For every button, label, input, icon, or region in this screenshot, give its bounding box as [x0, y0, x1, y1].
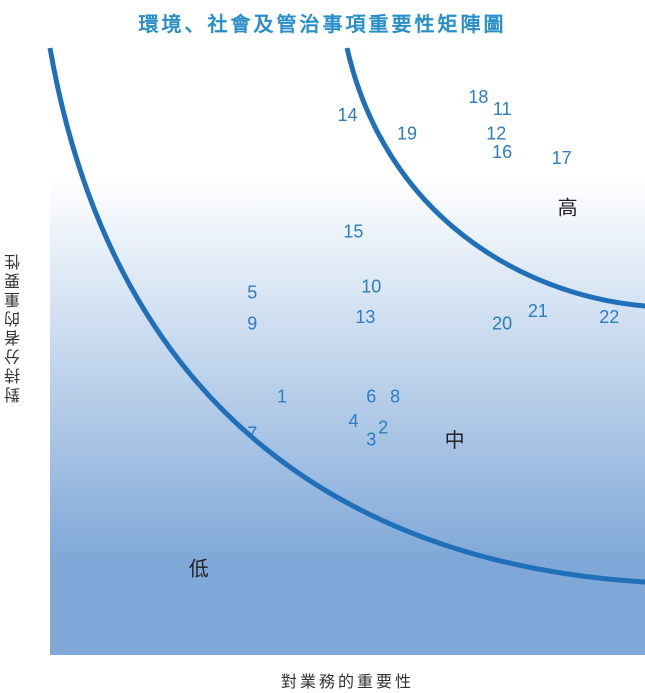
- data-point-20: 20: [492, 313, 512, 333]
- data-point-7: 7: [247, 423, 257, 443]
- data-point-14: 14: [337, 105, 357, 125]
- data-point-8: 8: [390, 387, 400, 407]
- zone-label: 低: [189, 556, 209, 580]
- data-point-11: 11: [493, 99, 512, 119]
- data-point-17: 17: [552, 148, 572, 168]
- data-point-13: 13: [355, 307, 375, 327]
- data-point-5: 5: [247, 283, 257, 303]
- data-point-16: 16: [492, 142, 512, 162]
- data-point-18: 18: [468, 87, 488, 107]
- zone-label: 高: [558, 195, 578, 219]
- data-point-19: 19: [397, 124, 417, 144]
- data-point-10: 10: [361, 277, 381, 297]
- data-point-2: 2: [378, 417, 388, 437]
- data-point-12: 12: [486, 124, 506, 144]
- data-point-22: 22: [599, 307, 619, 327]
- plot-background: [50, 43, 645, 655]
- data-point-3: 3: [366, 430, 376, 450]
- data-point-15: 15: [343, 221, 363, 241]
- data-point-6: 6: [366, 387, 376, 407]
- data-point-1: 1: [277, 387, 287, 407]
- data-point-21: 21: [528, 301, 548, 321]
- zone-label: 中: [445, 428, 465, 452]
- data-point-9: 9: [247, 313, 257, 333]
- data-point-4: 4: [348, 411, 358, 431]
